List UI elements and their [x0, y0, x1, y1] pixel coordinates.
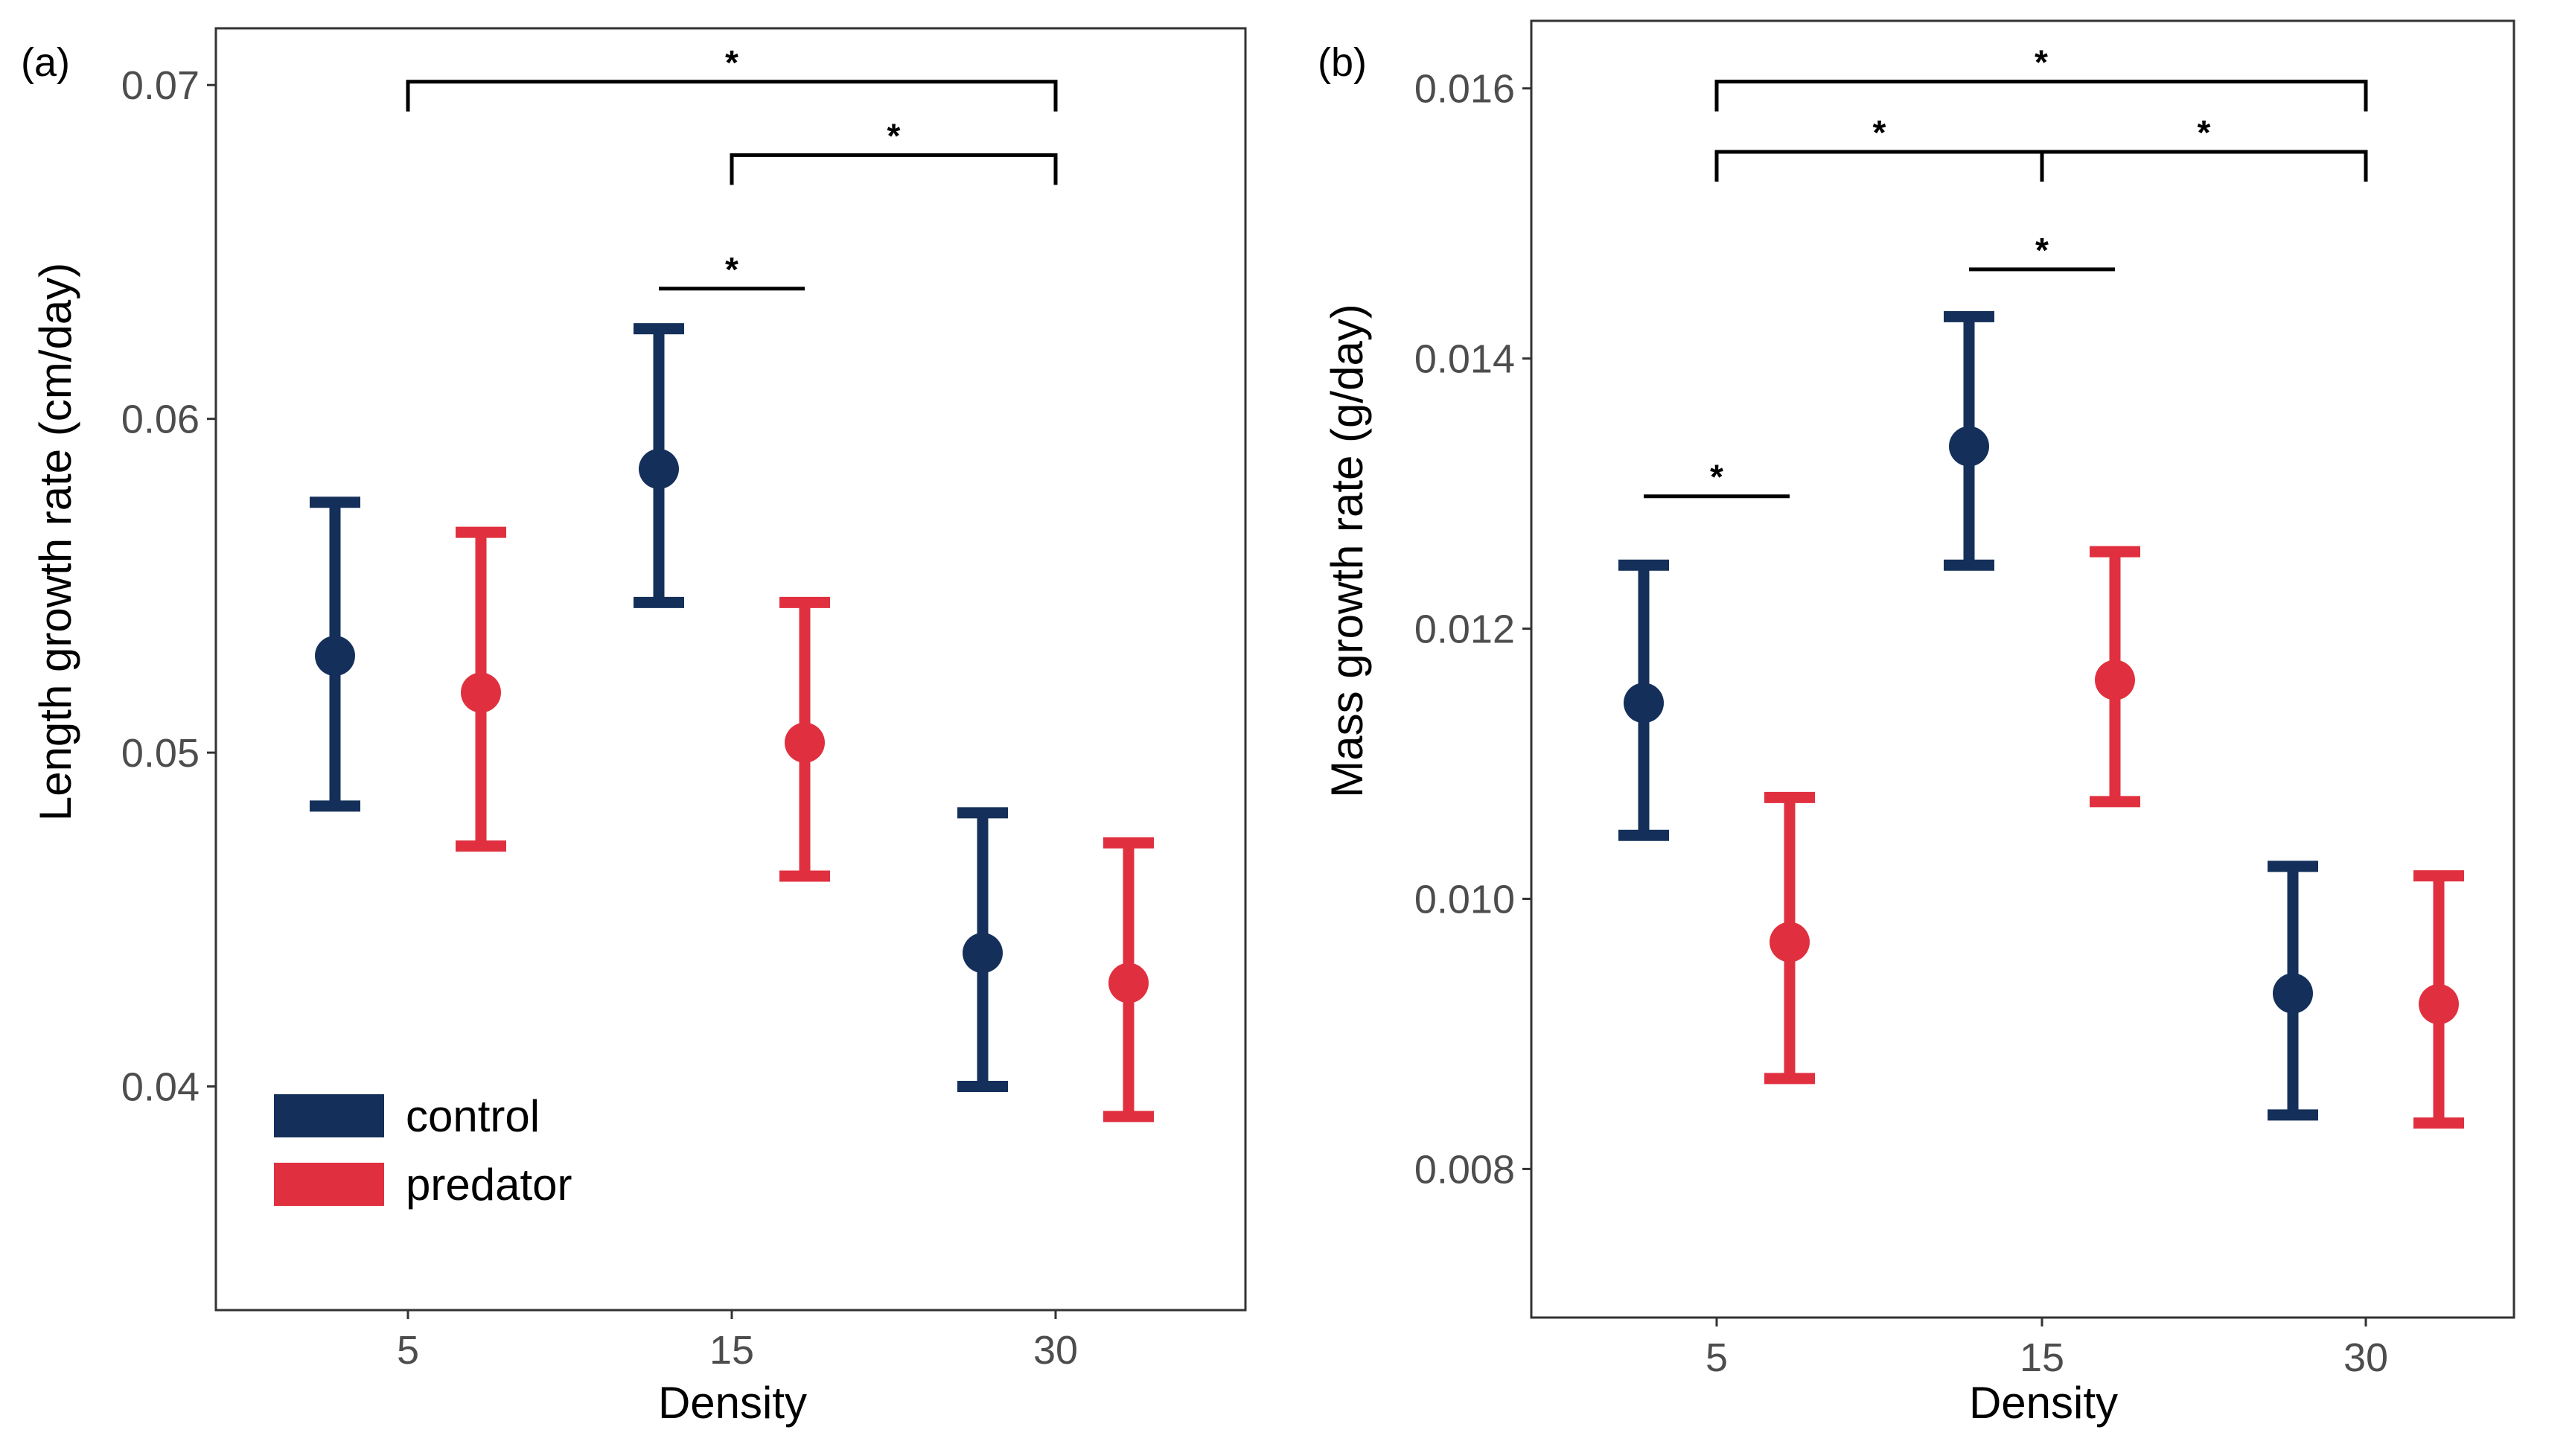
sig-star: * — [725, 250, 738, 289]
point-control-30 — [963, 933, 1003, 974]
sig-star: * — [2198, 113, 2211, 152]
ticks-b: 0.008 0.010 0.012 0.014 0.016 5 15 30 — [1414, 67, 2388, 1380]
panel-b: (b) Density Mass growth rate (g/day) 0.0… — [1318, 19, 2515, 1428]
y-tick-label: 0.014 — [1414, 337, 1515, 382]
point-control-5 — [1624, 683, 1664, 724]
panel-label-a: (a) — [21, 40, 70, 85]
point-predator-15 — [2095, 660, 2135, 700]
x-tick-label: 15 — [2020, 1335, 2064, 1380]
point-control-15 — [639, 448, 679, 489]
sig-bracket — [406, 80, 1058, 112]
sig-star: * — [2035, 43, 2048, 82]
errorbars-a — [310, 323, 1154, 1123]
y-tick-label: 0.008 — [1414, 1147, 1515, 1192]
sig-bracket — [1714, 150, 2044, 182]
x-tick-label: 30 — [1033, 1328, 1078, 1373]
panel-label-b: (b) — [1318, 40, 1367, 85]
significance-b: * * * * * — [1644, 43, 2368, 499]
sig-star: * — [887, 116, 901, 155]
legend-swatch-control — [274, 1094, 384, 1137]
sig-star: * — [1710, 458, 1723, 496]
point-predator-5 — [461, 672, 501, 713]
x-tick-label: 30 — [2343, 1335, 2388, 1380]
y-axis-title-b: Mass growth rate (g/day) — [1322, 304, 1372, 798]
sig-star: * — [725, 43, 738, 82]
sig-bracket — [1714, 80, 2368, 112]
x-axis-title-b: Density — [1969, 1378, 2118, 1428]
point-predator-5 — [1770, 922, 1810, 962]
x-tick-label: 15 — [709, 1328, 754, 1373]
sig-bracket — [730, 153, 1058, 185]
legend-label-control: control — [406, 1091, 540, 1141]
y-tick-label: 0.07 — [121, 63, 200, 108]
ticks-a: 0.04 0.05 0.06 0.07 5 15 30 — [121, 63, 1078, 1373]
legend-swatch-predator — [274, 1163, 384, 1206]
y-axis-title-a: Length growth rate (cm/day) — [31, 263, 80, 821]
x-tick-label: 5 — [397, 1328, 419, 1373]
errorbars-b — [1618, 310, 2464, 1129]
legend-label-predator: predator — [406, 1160, 572, 1210]
sig-star: * — [2035, 231, 2049, 269]
point-predator-30 — [2419, 984, 2459, 1025]
sig-bracket — [2040, 150, 2368, 182]
point-control-15 — [1949, 426, 1989, 467]
point-control-5 — [315, 636, 355, 677]
y-tick-label: 0.06 — [121, 397, 200, 442]
sig-star: * — [1873, 113, 1886, 152]
significance-a: * * * — [406, 43, 1058, 291]
legend: control predator — [274, 1091, 572, 1210]
plot-frame-b — [1530, 19, 2515, 1319]
y-tick-label: 0.05 — [121, 731, 200, 776]
x-tick-label: 5 — [1706, 1335, 1728, 1380]
y-tick-label: 0.04 — [121, 1065, 200, 1110]
panel-a: (a) Density Length growth rate (cm/day) … — [21, 27, 1247, 1428]
y-tick-label: 0.010 — [1414, 877, 1515, 922]
point-control-30 — [2273, 973, 2313, 1014]
y-tick-label: 0.012 — [1414, 607, 1515, 652]
x-axis-title-a: Density — [658, 1378, 807, 1428]
point-predator-15 — [785, 722, 825, 763]
point-predator-30 — [1108, 962, 1149, 1003]
y-tick-label: 0.016 — [1414, 67, 1515, 112]
